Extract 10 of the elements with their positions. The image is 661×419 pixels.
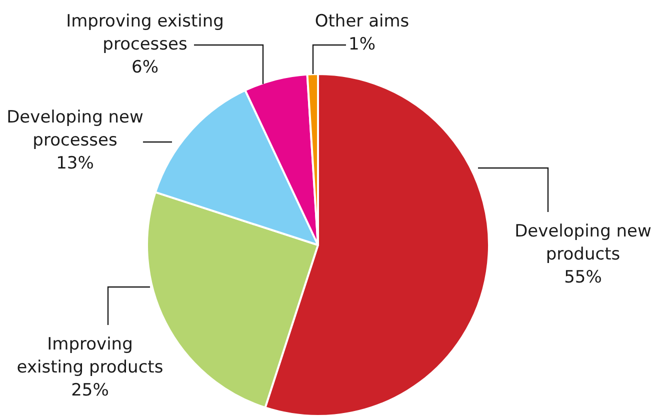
data-label: 6% bbox=[132, 57, 158, 78]
slice-label: Improving existing processes bbox=[66, 11, 224, 54]
slice-label: Other aims bbox=[314, 11, 410, 32]
slice-label: Developing new products bbox=[514, 221, 652, 264]
slice-label: Improving existing products bbox=[16, 334, 164, 378]
slice-label: Developing new processes bbox=[6, 107, 144, 150]
data-label: 1% bbox=[348, 34, 376, 54]
data-label: 25% bbox=[71, 380, 109, 400]
data-label: 55% bbox=[564, 267, 602, 288]
data-label: 13% bbox=[56, 153, 94, 174]
